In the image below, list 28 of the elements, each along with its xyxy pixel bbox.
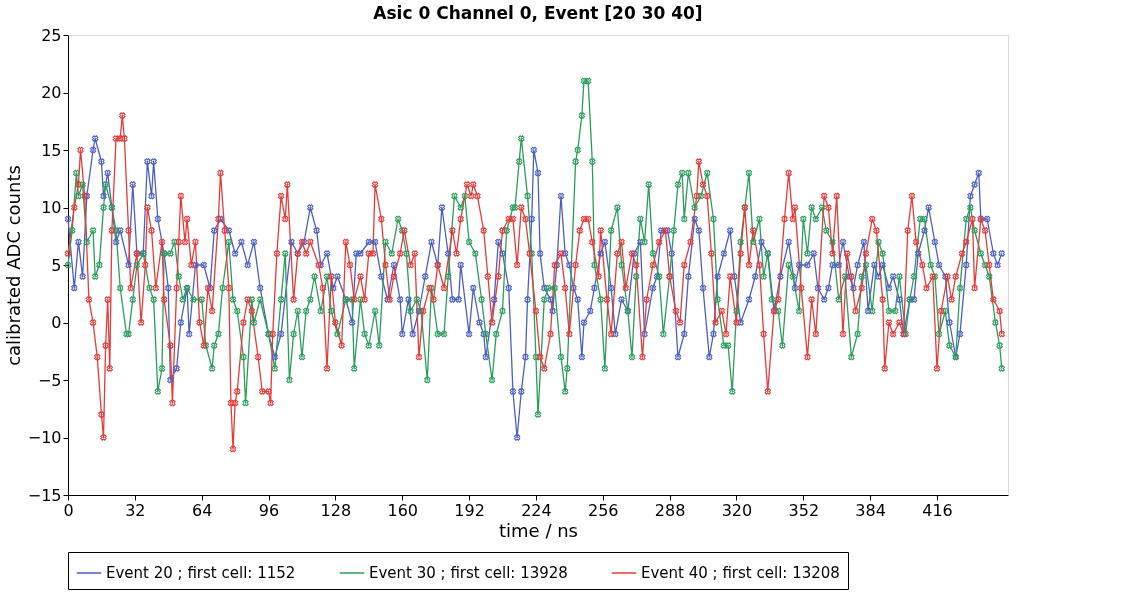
x-tick-label: 160 [387, 500, 418, 520]
x-tick-label: 288 [654, 500, 686, 520]
x-tick-label: 256 [587, 500, 619, 520]
x-tick-label: 416 [922, 500, 953, 520]
y-tick-label: −10 [27, 428, 62, 447]
y-tick-label: 5 [51, 255, 62, 275]
y-tick-label: 0 [51, 313, 62, 332]
legend-label: Event 40 ; first cell: 13208 [641, 564, 840, 582]
y-tick-label: −15 [27, 485, 62, 505]
x-axis-title: time / ns [499, 519, 578, 541]
y-tick-label: 25 [41, 25, 62, 45]
x-tick-label: 128 [320, 500, 352, 520]
y-axis-title: calibrated ADC counts [2, 165, 24, 366]
x-tick-label: 32 [125, 500, 146, 520]
y-tick-label: −5 [37, 370, 62, 390]
x-tick-label: 192 [454, 500, 485, 520]
y-tick-label: 15 [41, 140, 62, 160]
x-tick-label: 224 [521, 500, 552, 520]
y-tick-label: 20 [41, 83, 62, 102]
x-tick-label: 384 [855, 500, 886, 520]
x-tick-label: 320 [721, 500, 753, 520]
legend-label: Event 30 ; first cell: 13928 [369, 564, 568, 582]
x-tick-label: 96 [258, 500, 280, 520]
chart-title: Asic 0 Channel 0, Event [20 30 40] [373, 3, 703, 23]
y-tick-label: 10 [41, 198, 62, 217]
legend-label: Event 20 ; first cell: 1152 [106, 564, 296, 582]
x-tick-label: 352 [788, 500, 820, 520]
x-tick-label: 64 [192, 500, 213, 520]
